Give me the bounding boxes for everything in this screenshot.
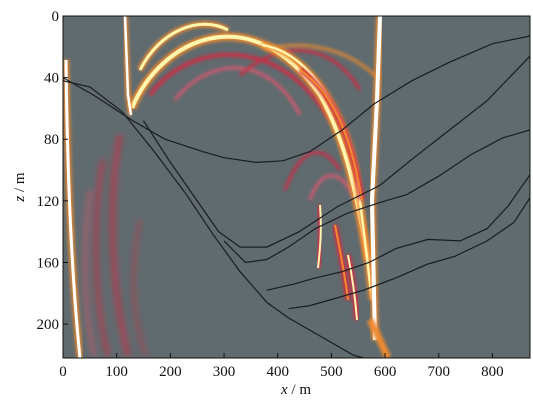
left-haze-arc-3 [83,189,96,357]
plot-frame [62,15,531,359]
x-axis-sep: / [288,382,300,398]
reflector-line-1 [63,35,530,164]
left-edge [64,59,82,358]
streak-cluster-group [315,204,360,321]
y-tick-label: 120 [37,194,60,210]
y-tick-label: 40 [44,71,59,87]
reflectors-group [63,35,530,358]
right-arc-2 [299,69,363,201]
right-vertical [369,16,382,341]
left-haze-group [83,134,148,357]
x-tick-label: 700 [427,364,450,380]
left-vertical [123,16,133,116]
plot-background [63,16,530,358]
x-tick-label: 600 [374,364,397,380]
inner-arc-2 [173,66,302,116]
streak-3 [347,254,358,321]
y-axis-unit: m [12,172,28,184]
left-haze-arc-4 [132,219,148,357]
x-axis-unit: m [299,382,311,398]
y-tick-label: 160 [37,255,60,271]
x-tick-label: 200 [159,364,182,380]
x-tick-label: 500 [320,364,343,380]
x-tick-label: 300 [213,364,236,380]
image-layer [63,16,392,358]
y-axis-var: z [12,196,28,203]
y-tick-label: 0 [52,9,60,25]
reflector-line-6 [288,197,530,310]
inner-arc-6 [308,174,357,201]
y-tick-label: 200 [37,317,60,333]
streak-2 [334,224,349,301]
x-tick-label: 0 [59,364,67,380]
y-axis-sep: / [12,184,28,196]
reflector-line-3 [142,55,530,248]
bright-arcs-group [128,21,375,301]
vertical-artifacts-group [63,16,392,358]
right-bottom-blob [366,318,392,358]
streak-1 [317,204,322,269]
x-axis-ticks: 0 100 200 300 400 500 600 700 800 [59,353,504,380]
main-arc [130,34,370,261]
x-tick-label: 100 [105,364,128,380]
reflector-line-4 [223,129,530,264]
inner-arc-3 [239,48,362,91]
y-axis-ticks: 0 40 80 120 160 200 [37,9,68,333]
y-axis-label: z / m [12,172,28,203]
left-haze-arc-1 [109,134,131,357]
second-arc [138,22,229,71]
x-axis-var: x [280,382,288,398]
reflector-line-2 [63,80,364,358]
left-haze-arc-2 [93,159,111,357]
y-tick-label: 80 [44,132,59,148]
x-axis-label: x / m [280,382,311,398]
x-tick-label: 800 [481,364,504,380]
reflector-line-5 [266,174,530,291]
inner-arc-1 [148,52,332,122]
inner-arc-5 [283,151,342,191]
x-tick-label: 400 [266,364,289,380]
